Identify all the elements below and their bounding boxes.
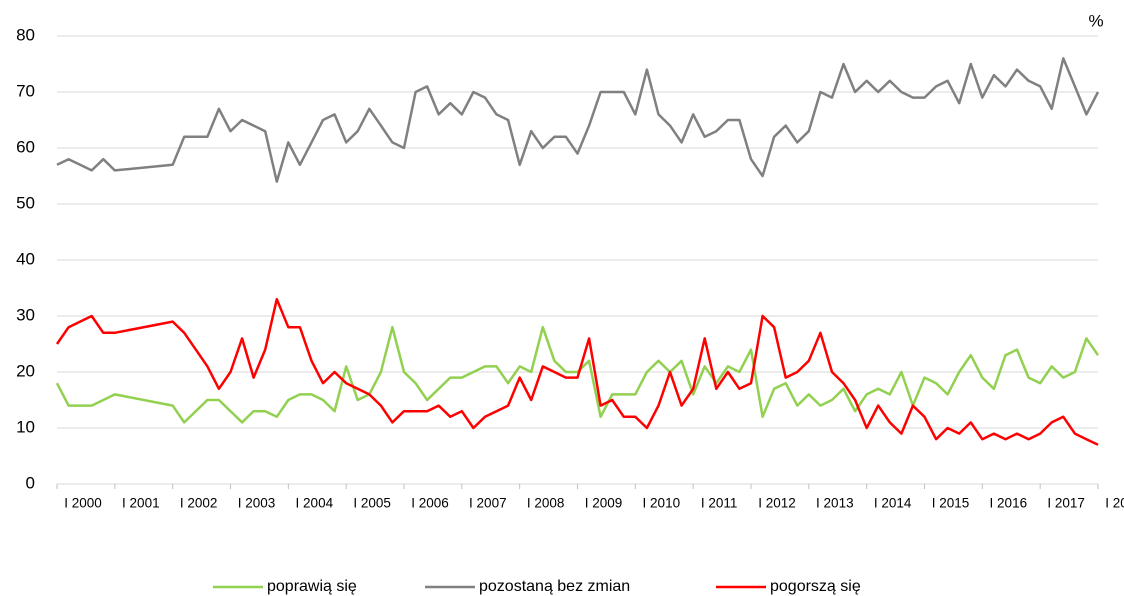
y-tick-label: 60 — [16, 137, 35, 156]
y-tick-label: 30 — [16, 305, 35, 324]
x-tick-label: I 2012 — [758, 496, 796, 511]
y-tick-label: 50 — [16, 193, 35, 212]
y-tick-label: 0 — [26, 473, 35, 492]
legend-label: pogorszą się — [770, 578, 861, 595]
legend-label: poprawią się — [267, 578, 357, 595]
series-line — [56, 57, 1100, 183]
x-tick-label: I 2016 — [990, 496, 1028, 511]
x-tick-label: I 2004 — [296, 496, 334, 511]
x-tick-label: I 2000 — [64, 496, 102, 511]
series-line — [55, 297, 1099, 446]
x-tick-label: I 2005 — [353, 496, 391, 511]
series-line — [55, 325, 1100, 424]
y-tick-label: 40 — [16, 249, 35, 268]
x-tick-label: I 2007 — [469, 496, 507, 511]
x-tick-label: I 2014 — [874, 496, 912, 511]
x-tick-label: I 2006 — [411, 496, 449, 511]
x-tick-label: I 2013 — [816, 496, 854, 511]
x-tick-label: I 2008 — [527, 496, 565, 511]
x-tick-label: I 2018 — [1105, 496, 1124, 511]
x-tick-label: I 2002 — [180, 496, 218, 511]
y-tick-label: 10 — [16, 417, 35, 436]
x-tick-label: I 2001 — [122, 496, 160, 511]
x-tick-label: I 2015 — [932, 496, 970, 511]
x-tick-label: I 2003 — [238, 496, 276, 511]
y-tick-label: 80 — [16, 25, 35, 44]
x-tick-label: I 2010 — [643, 496, 681, 511]
y-unit-label: % — [1088, 11, 1103, 30]
x-tick-label: I 2017 — [1047, 496, 1085, 511]
y-tick-label: 70 — [16, 81, 35, 100]
legend-label: pozostaną bez zmian — [479, 578, 630, 595]
x-tick-label: I 2009 — [585, 496, 623, 511]
y-tick-label: 20 — [16, 361, 35, 380]
x-tick-label: I 2011 — [701, 496, 738, 511]
